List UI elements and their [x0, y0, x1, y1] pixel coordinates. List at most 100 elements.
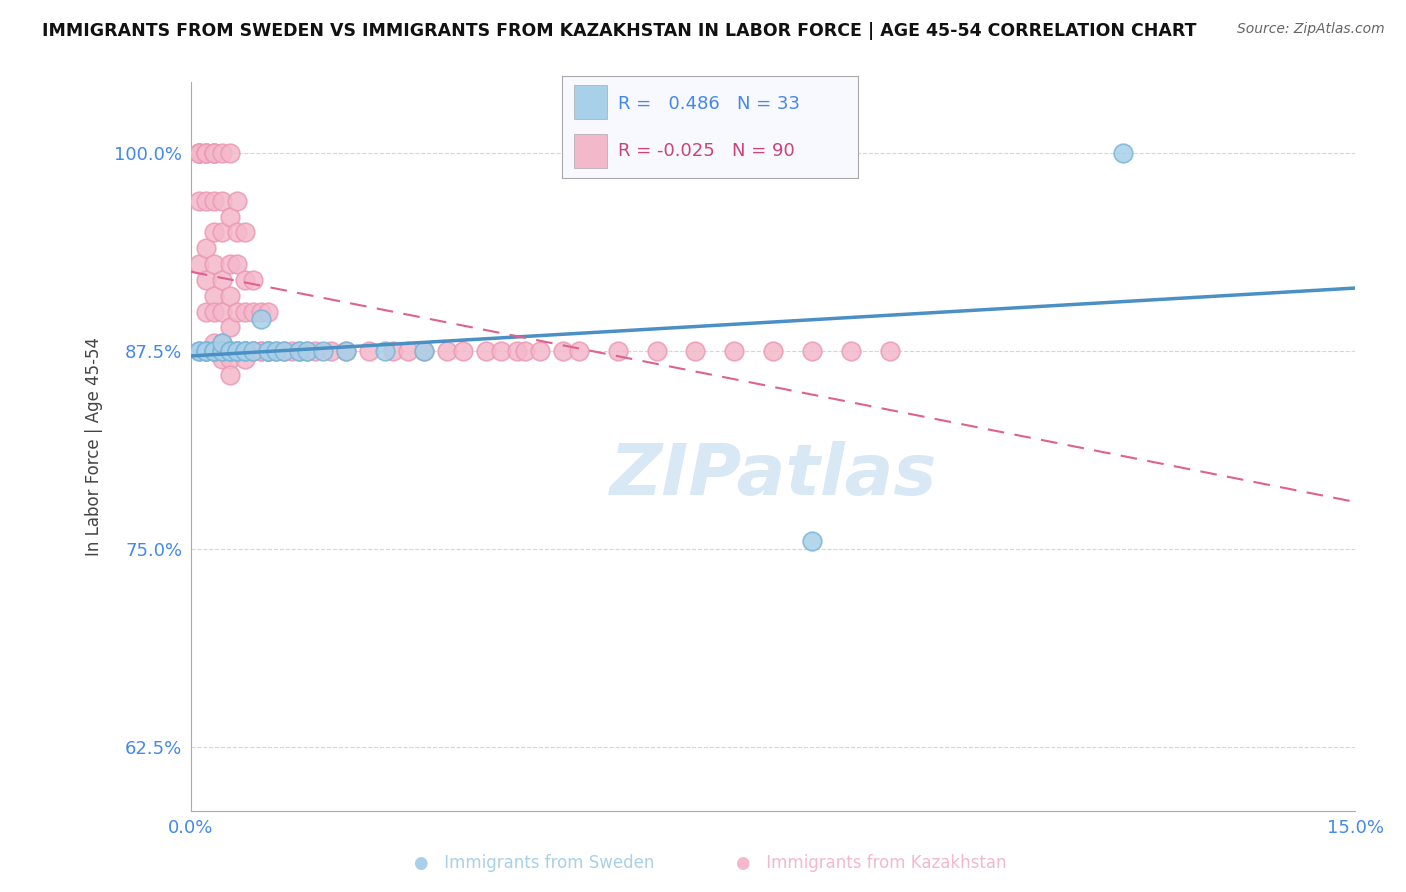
Point	[226, 226, 249, 240]
Point	[249, 344, 271, 359]
Point	[202, 146, 225, 161]
Point	[226, 344, 249, 359]
Point	[226, 344, 249, 359]
Point	[202, 226, 225, 240]
Point	[491, 344, 513, 359]
Point	[195, 304, 218, 318]
Point	[436, 344, 458, 359]
Point	[335, 344, 357, 359]
Point	[475, 344, 498, 359]
Point	[211, 273, 233, 287]
Point	[202, 336, 225, 351]
Point	[264, 344, 287, 359]
Point	[226, 344, 249, 359]
Point	[568, 344, 591, 359]
Point	[762, 344, 785, 359]
Point	[195, 146, 218, 161]
Point	[195, 146, 218, 161]
Point	[218, 289, 240, 303]
Point	[233, 344, 256, 359]
Point	[202, 146, 225, 161]
Point	[288, 344, 311, 359]
Point	[288, 344, 311, 359]
Point	[233, 352, 256, 367]
Point	[319, 344, 342, 359]
Point	[257, 344, 280, 359]
Point	[202, 304, 225, 318]
Point	[195, 344, 218, 359]
Point	[242, 344, 264, 359]
Point	[412, 344, 434, 359]
Point	[513, 344, 536, 359]
Point	[242, 344, 264, 359]
Text: IMMIGRANTS FROM SWEDEN VS IMMIGRANTS FROM KAZAKHSTAN IN LABOR FORCE | AGE 45-54 : IMMIGRANTS FROM SWEDEN VS IMMIGRANTS FRO…	[42, 22, 1197, 40]
Point	[335, 344, 357, 359]
Point	[202, 194, 225, 208]
Point	[195, 146, 218, 161]
Point	[218, 344, 240, 359]
Point	[187, 146, 209, 161]
Point	[211, 336, 233, 351]
Point	[202, 344, 225, 359]
Point	[202, 257, 225, 271]
Point	[257, 344, 280, 359]
Point	[645, 344, 668, 359]
Text: ●   Immigrants from Kazakhstan: ● Immigrants from Kazakhstan	[737, 855, 1007, 872]
Point	[226, 194, 249, 208]
Point	[195, 344, 218, 359]
Point	[374, 344, 396, 359]
Point	[211, 336, 233, 351]
Text: Source: ZipAtlas.com: Source: ZipAtlas.com	[1237, 22, 1385, 37]
Point	[233, 304, 256, 318]
Point	[800, 344, 823, 359]
Point	[273, 344, 295, 359]
Point	[187, 146, 209, 161]
Point	[273, 344, 295, 359]
Point	[312, 344, 335, 359]
Point	[233, 226, 256, 240]
Point	[218, 344, 240, 359]
Point	[218, 352, 240, 367]
Point	[202, 344, 225, 359]
Y-axis label: In Labor Force | Age 45-54: In Labor Force | Age 45-54	[86, 336, 103, 556]
Point	[226, 344, 249, 359]
Point	[685, 344, 707, 359]
Point	[211, 304, 233, 318]
Point	[264, 344, 287, 359]
Point	[211, 344, 233, 359]
Point	[187, 257, 209, 271]
Point	[226, 304, 249, 318]
Point	[359, 344, 381, 359]
Point	[233, 344, 256, 359]
Point	[187, 146, 209, 161]
Point	[211, 352, 233, 367]
Point	[412, 344, 434, 359]
Point	[187, 344, 209, 359]
Point	[723, 344, 745, 359]
Point	[381, 344, 404, 359]
Point	[1111, 146, 1133, 161]
Point	[211, 344, 233, 359]
Point	[211, 344, 233, 359]
Point	[187, 146, 209, 161]
Point	[839, 344, 862, 359]
Point	[304, 344, 326, 359]
Point	[396, 344, 419, 359]
Point	[297, 344, 319, 359]
Point	[257, 304, 280, 318]
Point	[553, 344, 575, 359]
Point	[218, 344, 240, 359]
Point	[187, 344, 209, 359]
Point	[218, 257, 240, 271]
Point	[249, 344, 271, 359]
Point	[233, 344, 256, 359]
Point	[879, 344, 901, 359]
Text: ZIPatlas: ZIPatlas	[609, 441, 936, 510]
Point	[195, 344, 218, 359]
Point	[249, 304, 271, 318]
Point	[606, 344, 628, 359]
Point	[233, 344, 256, 359]
Text: R = -0.025   N = 90: R = -0.025 N = 90	[619, 142, 796, 160]
Point	[242, 344, 264, 359]
Point	[195, 241, 218, 255]
